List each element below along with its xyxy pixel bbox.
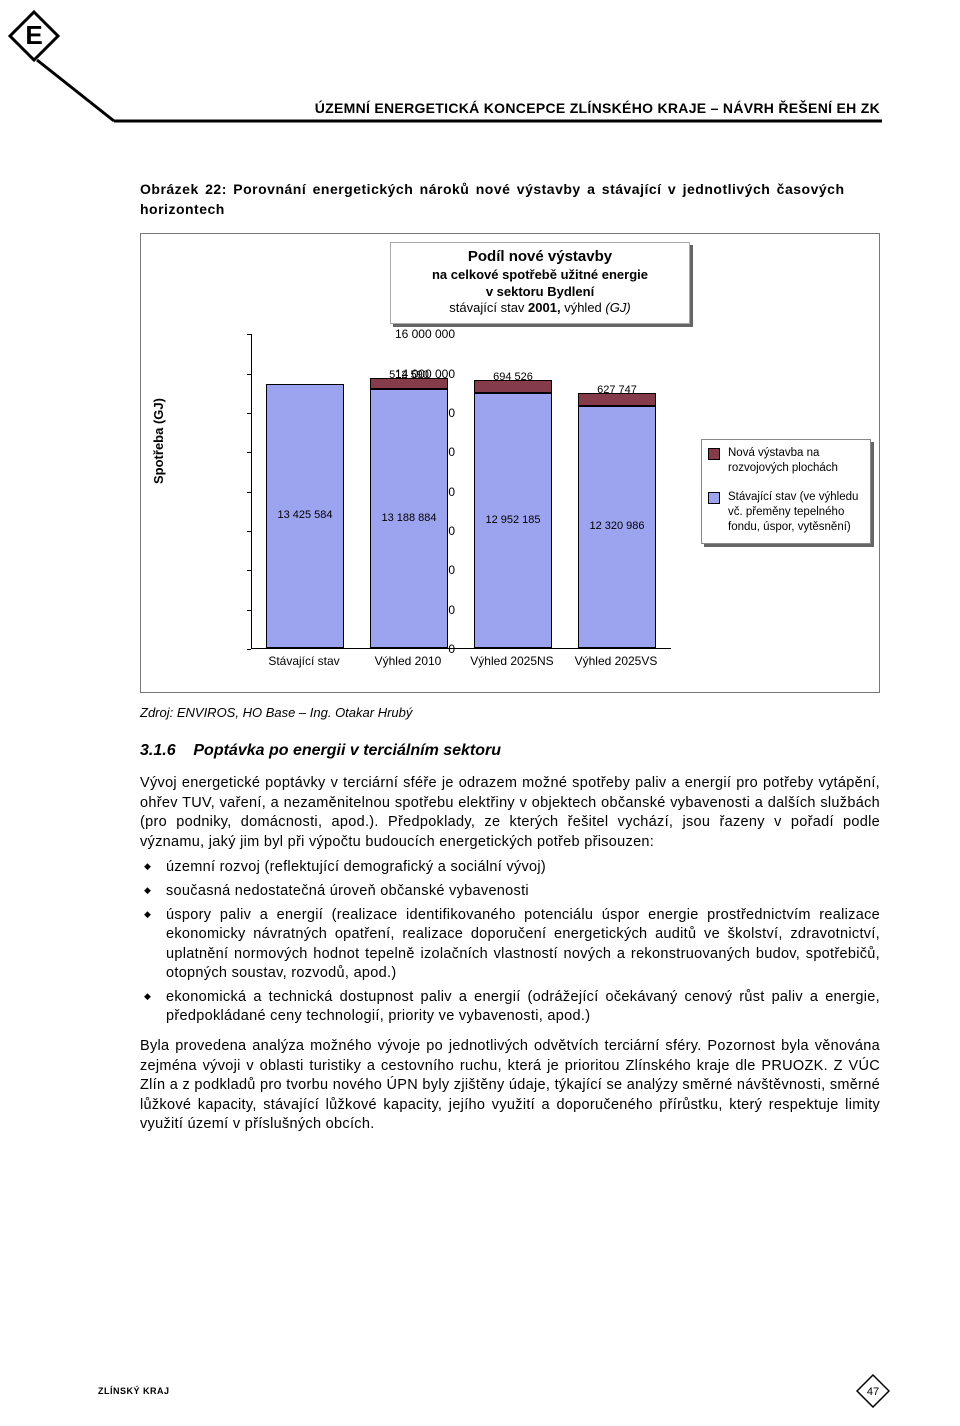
footer-page-diamond: 47	[856, 1374, 890, 1408]
page-number: 47	[867, 1386, 879, 1398]
main-content: Obrázek 22: Porovnání energetických náro…	[140, 180, 880, 1141]
figure-caption: Obrázek 22: Porovnání energetických náro…	[140, 180, 880, 219]
footer-left-label: ZLÍNSKÝ KRAJ	[98, 1386, 170, 1396]
bullet-list: územní rozvoj (reflektující demografický…	[140, 858, 880, 1027]
legend-swatch	[708, 448, 720, 460]
y-axis-label: Spotřeba (GJ)	[151, 398, 166, 484]
chart-title-3: v sektoru Bydlení	[397, 284, 683, 301]
section-number: 3.1.6	[140, 742, 176, 759]
figure-source: Zdroj: ENVIROS, HO Base – Ing. Otakar Hr…	[140, 705, 880, 720]
bar-value-label: 13 188 884	[370, 512, 448, 524]
paragraph-1: Vývoj energetické poptávky v terciární s…	[140, 774, 880, 852]
chart-container: Podíl nové výstavby na celkové spotřebě …	[140, 233, 880, 693]
chart-title-box: Podíl nové výstavby na celkové spotřebě …	[390, 242, 690, 324]
x-tick-label: Výhled 2025NS	[462, 654, 562, 668]
legend-label: Stávající stav (ve výhledu vč. přeměny t…	[728, 491, 858, 533]
chart-title-1: Podíl nové výstavby	[397, 247, 683, 267]
x-tick-label: Výhled 2010	[358, 654, 458, 668]
legend-label: Nová výstavba na rozvojových plochách	[728, 447, 838, 474]
bar-value-label: 694 526	[474, 371, 552, 383]
bar-value-label: 12 952 185	[474, 514, 552, 526]
bar-value-label: 13 425 584	[266, 509, 344, 521]
chart-title-2: na celkové spotřebě užitné energie	[397, 267, 683, 284]
bar-value-label: 627 747	[578, 384, 656, 396]
legend-swatch	[708, 492, 720, 504]
plot-region: 13 425 584 13 188 884 512 590 12 952 185 694…	[251, 334, 671, 649]
section-heading: 3.1.6 Poptávka po energii v terciálním s…	[140, 742, 880, 760]
list-item: úspory paliv a energií (realizace identi…	[166, 906, 880, 984]
bar-value-label: 12 320 986	[578, 520, 656, 532]
chart-title-4: stávající stav 2001, výhled (GJ)	[397, 300, 683, 317]
chart-legend: Nová výstavba na rozvojových plochách Stá…	[701, 439, 871, 544]
header-rule	[0, 0, 960, 140]
paragraph-2: Byla provedena analýza možného vývoje po…	[140, 1037, 880, 1135]
legend-item: Nová výstavba na rozvojových plochách	[708, 446, 864, 476]
x-tick-label: Výhled 2025VS	[566, 654, 666, 668]
section-title: Poptávka po energii v terciálním sektoru	[193, 742, 501, 759]
x-tick-label: Stávající stav	[254, 654, 354, 668]
bar-value-label: 512 590	[370, 369, 448, 381]
page-header-title: ÚZEMNÍ ENERGETICKÁ KONCEPCE ZLÍNSKÉHO KR…	[315, 100, 880, 116]
list-item: současná nedostatečná úroveň občanské vy…	[166, 882, 880, 902]
list-item: územní rozvoj (reflektující demografický…	[166, 858, 880, 878]
legend-item: Stávající stav (ve výhledu vč. přeměny t…	[708, 490, 864, 535]
list-item: ekonomická a technická dostupnost paliv …	[166, 988, 880, 1027]
